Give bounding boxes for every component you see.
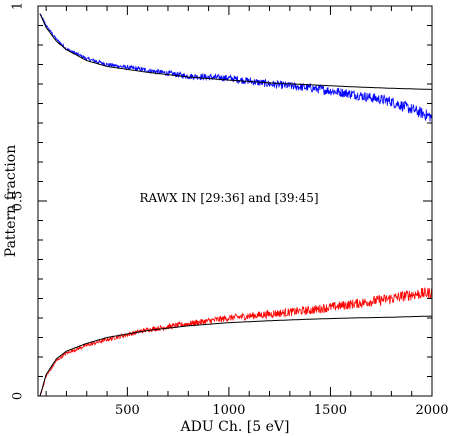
model-curve-1 bbox=[39, 13, 433, 90]
tick-labels-group: 500 1000 1500 2000 0 0.5 1 bbox=[11, 2, 449, 418]
model-curve-3 bbox=[39, 315, 432, 397]
x-tick-label: 500 bbox=[115, 403, 140, 418]
plot-series-group bbox=[39, 13, 433, 397]
x-tick-label: 1500 bbox=[314, 403, 347, 418]
x-tick-label: 1000 bbox=[212, 403, 245, 418]
y-axis-label: Pattern fraction bbox=[3, 145, 19, 257]
chart-annotation: RAWX IN [29:36] and [39:45] bbox=[139, 191, 318, 205]
red-data-series bbox=[39, 287, 433, 396]
x-tick-label: 2000 bbox=[415, 403, 448, 418]
y-tick-label: 1 bbox=[11, 2, 26, 10]
x-axis-label: ADU Ch. [5 eV] bbox=[180, 419, 290, 435]
y-tick-label: 0 bbox=[11, 392, 26, 400]
plot-frame bbox=[37, 5, 433, 397]
axis-ticks-group bbox=[38, 5, 433, 397]
blue-data-series bbox=[39, 13, 433, 122]
y-tick-label: 0.5 bbox=[11, 191, 26, 212]
